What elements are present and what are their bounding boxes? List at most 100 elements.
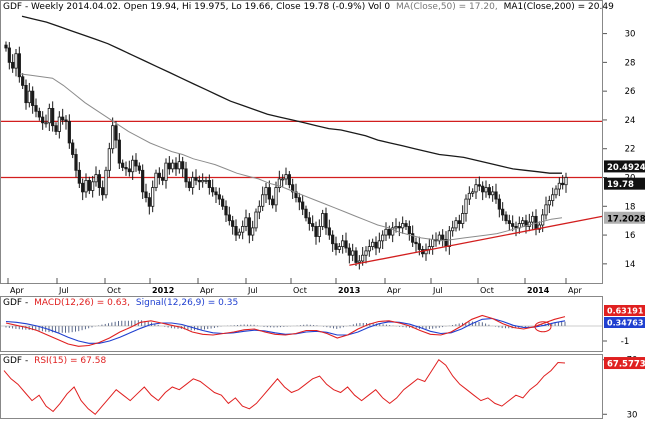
candle-body	[317, 226, 321, 237]
candle-body	[104, 169, 108, 196]
candle-body	[344, 240, 348, 249]
candle-body	[494, 191, 498, 200]
y-tick-label: 26	[625, 87, 636, 97]
candle-body	[97, 174, 101, 188]
candle-body	[347, 247, 351, 256]
candle-body	[384, 228, 388, 236]
candle-body	[137, 165, 141, 171]
macd-prefix: GDF -	[3, 298, 28, 308]
candle-body	[7, 47, 11, 63]
ma200-line	[21, 15, 562, 174]
candle-body	[371, 241, 375, 247]
candle-body	[67, 120, 71, 144]
candle-body	[81, 182, 85, 193]
x-tick-label: Oct	[293, 286, 307, 295]
candle-body	[154, 172, 158, 188]
x-tick-label: Apr	[387, 286, 402, 295]
candle-body	[44, 122, 48, 125]
candle-body	[401, 223, 405, 229]
candle-body	[284, 174, 288, 180]
macd-y-tick-label: -1	[621, 337, 629, 347]
price-panel: Apr Jul Oct 2012 Apr Jul Oct 2013 Apr Jul Oct 2014 A…	[1, 15, 645, 295]
candle-body	[91, 181, 95, 191]
candle-body	[47, 108, 51, 124]
ma200-label: MA1(Close,200) = 20.49	[504, 2, 615, 12]
candle-body	[301, 201, 305, 210]
candle-body	[527, 221, 531, 227]
ma200-value-tag-text: 20.4924	[607, 163, 645, 173]
candle-body	[177, 161, 181, 170]
rsi-line	[3, 358, 566, 415]
candle-body	[51, 108, 55, 127]
y-tick-label: 18	[625, 202, 636, 212]
candle-body	[294, 191, 298, 199]
candle-body	[497, 198, 501, 210]
candle-body	[241, 226, 245, 233]
candle-body	[467, 192, 471, 200]
candle-body	[537, 224, 541, 230]
candle-body	[441, 234, 445, 240]
candle-body	[501, 208, 505, 216]
rsi-value-tag-bg	[604, 357, 645, 370]
macd-label: MACD(12,26) = 0.63,	[34, 298, 130, 308]
candle-body	[274, 187, 278, 206]
x-tick-label: 2013	[338, 286, 360, 295]
candle-body	[61, 116, 65, 121]
candle-body	[131, 159, 135, 173]
candle-body	[201, 179, 205, 183]
x-tick-label: Jul	[432, 286, 443, 295]
candle-body	[474, 184, 478, 193]
candle-body	[21, 76, 25, 86]
candle-body	[167, 162, 171, 170]
macd-crossover-circle	[534, 321, 552, 333]
candle-body	[181, 161, 185, 170]
rsi-label: RSI(15) = 67.58	[34, 356, 106, 366]
close-value-tag: 19.78	[604, 177, 645, 190]
candle-body	[487, 187, 491, 196]
macd-value-tag-bg	[604, 305, 645, 316]
candle-body	[417, 243, 421, 250]
ma50-value-tag: 17.2028	[604, 211, 645, 224]
candle-body	[184, 168, 188, 183]
macd-panel-title: GDF - MACD(12,26) = 0.63, Signal(12,26,9…	[3, 298, 238, 308]
close-value-tag-bg	[604, 177, 645, 190]
candle-body	[271, 198, 275, 206]
candle-body	[124, 167, 128, 170]
candle-body	[127, 168, 131, 173]
candle-body	[377, 240, 381, 249]
candle-body	[504, 214, 508, 222]
candle-body	[121, 162, 125, 168]
candle-body	[251, 227, 255, 236]
candle-body	[531, 215, 535, 223]
candle-body	[277, 178, 281, 188]
macd-panel-frame	[0, 296, 603, 352]
candle-body	[161, 177, 165, 181]
candle-body	[331, 234, 335, 245]
candle-body	[307, 217, 311, 224]
x-tick-label: Oct	[107, 286, 121, 295]
candle-body	[544, 204, 548, 216]
candle-body	[54, 125, 58, 132]
candle-body	[281, 178, 285, 181]
candle-body	[364, 250, 368, 256]
candle-body	[561, 182, 565, 186]
candle-body	[564, 177, 568, 186]
candle-body	[451, 227, 455, 232]
candle-body	[87, 179, 91, 191]
signal-value-tag: 0.34763	[604, 317, 645, 328]
candle-body	[297, 197, 301, 203]
candle-body	[224, 205, 228, 216]
candle-body	[234, 226, 238, 236]
candle-body	[387, 228, 391, 236]
price-panel-frame	[0, 0, 603, 284]
candle-body	[397, 226, 401, 229]
candle-body	[57, 116, 61, 132]
candle-body	[27, 90, 31, 104]
candle-body	[151, 187, 155, 207]
candle-body	[207, 179, 211, 188]
candle-body	[267, 187, 271, 200]
candle-body	[214, 191, 218, 196]
candle-body	[114, 125, 118, 141]
ma200-value-tag: 20.4924	[604, 160, 645, 173]
candle-body	[211, 187, 215, 193]
